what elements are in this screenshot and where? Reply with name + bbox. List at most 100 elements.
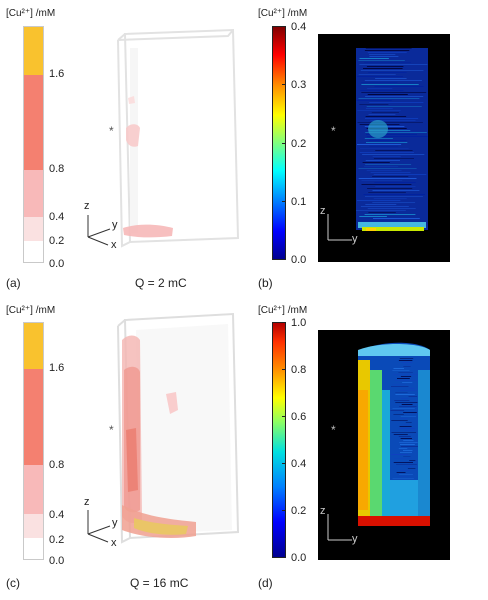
- heatmap-streak: [400, 452, 412, 453]
- heatmap-streak: [396, 472, 406, 473]
- heatmap-streak: [366, 142, 408, 143]
- heatmap-streak: [367, 52, 407, 53]
- heatmap-streak: [400, 446, 418, 447]
- panel-d-letter: (d): [258, 576, 273, 590]
- heatmap-streak: [399, 406, 417, 407]
- panel-c-color-scale: [23, 322, 44, 560]
- colorbar-tick-label: 0.6: [291, 411, 307, 423]
- marker-star: *: [331, 124, 336, 138]
- marker-star: *: [109, 423, 114, 437]
- heatmap-streak: [369, 56, 399, 57]
- heatmap-streak: [375, 186, 416, 187]
- heatmap-streak: [365, 48, 412, 49]
- heatmap-streak: [369, 54, 396, 55]
- heatmap-streak: [366, 170, 402, 171]
- heatmap-streak: [393, 434, 408, 435]
- scale-tick-label: 0.8: [49, 459, 65, 471]
- heatmap-streak: [365, 108, 393, 109]
- heatmap-streak: [367, 188, 413, 189]
- colorbar-tick-label: 0.1: [291, 196, 307, 208]
- heatmap-streak: [405, 422, 412, 423]
- heatmap-streak: [369, 146, 399, 147]
- heatmap-streak: [399, 426, 412, 427]
- heatmap-streak: [390, 410, 405, 411]
- heatmap-streak: [365, 204, 397, 205]
- heatmap-streak: [398, 390, 417, 391]
- scale-tick-label: 0.8: [49, 163, 65, 175]
- heatmap-streak: [364, 166, 399, 167]
- heatmap-streak: [364, 62, 411, 63]
- heatmap-streak: [365, 196, 423, 197]
- scale-bin-0.2-0.4: [24, 514, 43, 538]
- scale-bin-0-0.2: [24, 538, 43, 559]
- scale-bin-0.4-0.8: [24, 170, 43, 217]
- scale-tick-label: 0.2: [49, 235, 65, 247]
- heatmap-streak: [398, 448, 408, 449]
- colorbar-tick-label: 0.2: [291, 138, 307, 150]
- scale-bin-above-1.6: [24, 27, 43, 75]
- colorbar-tick-label: 0.0: [291, 552, 307, 564]
- heatmap-streak: [365, 132, 427, 133]
- copper-deposit-blob: [166, 392, 178, 414]
- heatmap-streak: [393, 414, 404, 415]
- heatmap-streak: [397, 378, 410, 379]
- heatmap-streak: [391, 420, 408, 421]
- heatmap-streak: [394, 458, 412, 459]
- heatmap-streak: [372, 190, 420, 191]
- heatmap-streak: [364, 80, 422, 81]
- colorbar-tick-label: 1.0: [291, 317, 307, 329]
- heatmap-streak: [365, 96, 424, 97]
- panel-d-heatmap: * z y: [318, 330, 450, 560]
- heatmap-streak: [403, 456, 411, 457]
- scale-bin-0.4-0.8: [24, 465, 43, 514]
- heatmap-streak: [403, 364, 410, 365]
- heatmap-streak: [359, 152, 414, 153]
- heatmap-streak: [360, 90, 404, 91]
- heatmap-streak: [359, 58, 389, 59]
- heatmap-streak: [365, 164, 412, 165]
- heatmap-streak: [399, 442, 418, 443]
- axis-label-x: x: [111, 537, 117, 549]
- heatmap-streak: [373, 198, 407, 199]
- panel-b-letter: (b): [258, 276, 273, 290]
- heatmap-streak: [408, 396, 418, 397]
- heatmap-streak: [395, 402, 418, 403]
- heatmap-streak: [359, 104, 389, 105]
- heatmap-streak: [395, 394, 415, 395]
- heatmap-streak: [363, 194, 425, 195]
- cell-top-edge: [117, 29, 234, 41]
- heatmap-streak: [409, 388, 415, 389]
- heatmap-streak: [372, 156, 401, 157]
- heatmap-streak: [360, 70, 424, 71]
- heatmap-streak: [404, 430, 415, 431]
- heatmap-streak: [364, 50, 410, 51]
- heatmap-streak: [365, 116, 407, 117]
- heatmap-streak: [357, 110, 401, 111]
- panel-c-unit-label: [Cu²⁺] /mM: [6, 305, 56, 316]
- heatmap-streak: [401, 404, 413, 405]
- heatmap-streak: [398, 360, 413, 361]
- heatmap-streak: [375, 150, 413, 151]
- copper-deposit-mid: [126, 124, 140, 147]
- heatmap-streak: [393, 368, 404, 369]
- axis-label-z: z: [320, 205, 326, 217]
- heatmap-streak: [357, 144, 402, 145]
- heatmap-streak: [356, 220, 399, 221]
- heatmap-streak: [374, 182, 416, 183]
- panel-d-unit-label: [Cu²⁺] /mM: [258, 305, 308, 316]
- heatmap-streak: [400, 376, 412, 377]
- colorbar-tick-label: 0.8: [291, 364, 307, 376]
- heatmap-streak: [401, 362, 413, 363]
- scale-bin-0-0.2: [24, 241, 43, 262]
- panel-b-heatmap: * z y: [318, 34, 450, 262]
- heatmap-streak: [356, 210, 406, 211]
- heatmap-streak: [399, 418, 408, 419]
- heatmap-streak: [393, 462, 413, 463]
- scale-tick-label: 0.2: [49, 534, 65, 546]
- heatmap-streak: [398, 476, 409, 477]
- heatmap-streak: [366, 134, 417, 135]
- heatmap-streak: [364, 214, 416, 215]
- heatmap-streak: [396, 464, 417, 465]
- heatmap-streak: [370, 120, 416, 121]
- heatmap-streak: [368, 72, 407, 73]
